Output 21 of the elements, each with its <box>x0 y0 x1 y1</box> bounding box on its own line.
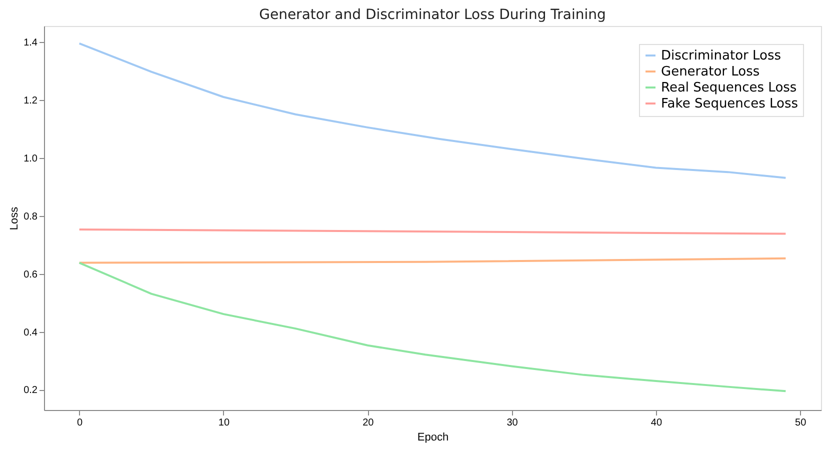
legend-label: Fake Sequences Loss <box>661 96 798 112</box>
y-axis-title: Loss <box>8 206 21 230</box>
legend-label: Discriminator Loss <box>661 48 782 64</box>
x-tick-label: 20 <box>362 418 374 428</box>
x-tick-label: 30 <box>506 418 518 428</box>
x-axis-title: Epoch <box>417 432 449 444</box>
x-tick-label: 10 <box>218 418 230 428</box>
legend-label: Generator Loss <box>661 64 760 80</box>
line-series <box>78 262 787 392</box>
x-tick-label: 50 <box>795 418 807 428</box>
y-tick-label: 1.4 <box>24 37 38 48</box>
legend-label: Real Sequences Loss <box>661 80 797 96</box>
x-tick-label: 40 <box>650 418 662 428</box>
y-tick-label: 0.8 <box>24 211 38 222</box>
y-tick-label: 0.4 <box>24 327 38 338</box>
y-tick-label: 1.0 <box>24 153 38 164</box>
chart-title: Generator and Discriminator Loss During Training <box>259 7 606 23</box>
y-tick-label: 1.2 <box>24 95 38 106</box>
x-tick-label: 0 <box>77 418 84 428</box>
y-tick-label: 0.2 <box>24 385 38 396</box>
y-tick-label: 0.6 <box>24 269 38 280</box>
